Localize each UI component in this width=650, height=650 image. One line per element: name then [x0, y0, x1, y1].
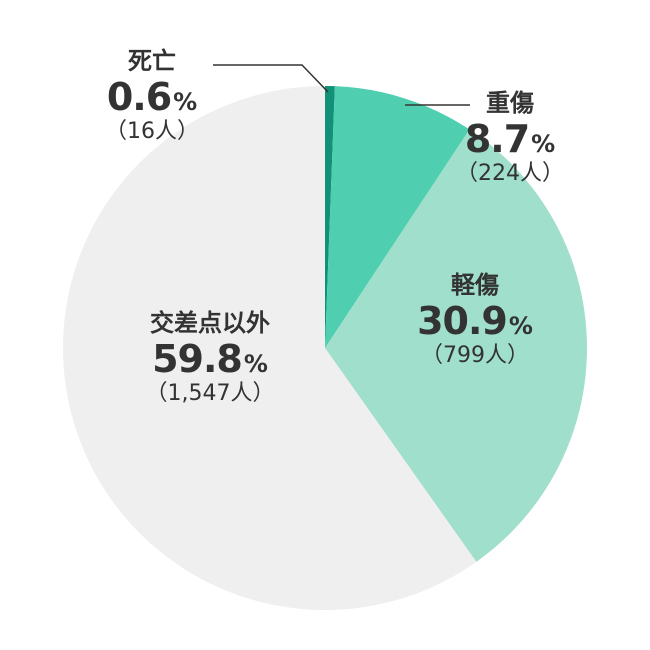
label-non-intersection-count: （1,547人）	[145, 381, 275, 407]
label-death: 死亡 0.6% （16人）	[92, 47, 212, 145]
label-death-unit: %	[173, 87, 198, 116]
label-serious-pct: 8.7	[464, 116, 530, 161]
label-non-intersection: 交差点以外 59.8% （1,547人）	[120, 309, 300, 407]
label-minor-pct: 30.9	[417, 298, 508, 343]
label-serious: 重傷 8.7% （224人）	[445, 89, 575, 187]
label-minor-unit: %	[508, 311, 533, 340]
slice-serious-injury	[325, 86, 470, 348]
label-death-pct: 0.6	[106, 74, 172, 119]
leader-line-death	[213, 64, 329, 93]
label-serious-unit: %	[531, 129, 556, 158]
label-minor-count: （799人）	[421, 343, 529, 369]
slice-death	[325, 86, 335, 348]
label-minor-name: 軽傷	[451, 271, 499, 299]
label-death-name: 死亡	[128, 47, 176, 75]
label-non-intersection-unit: %	[243, 349, 268, 378]
pie-slices	[63, 86, 587, 610]
label-serious-name: 重傷	[486, 89, 534, 117]
slice-minor-injury	[325, 129, 587, 562]
label-non-intersection-name: 交差点以外	[150, 309, 270, 337]
label-non-intersection-pct: 59.8	[152, 336, 243, 381]
slice-non-intersection	[63, 86, 477, 610]
label-minor: 軽傷 30.9% （799人）	[395, 271, 555, 369]
label-serious-count: （224人）	[456, 161, 564, 187]
label-death-count: （16人）	[105, 119, 199, 145]
